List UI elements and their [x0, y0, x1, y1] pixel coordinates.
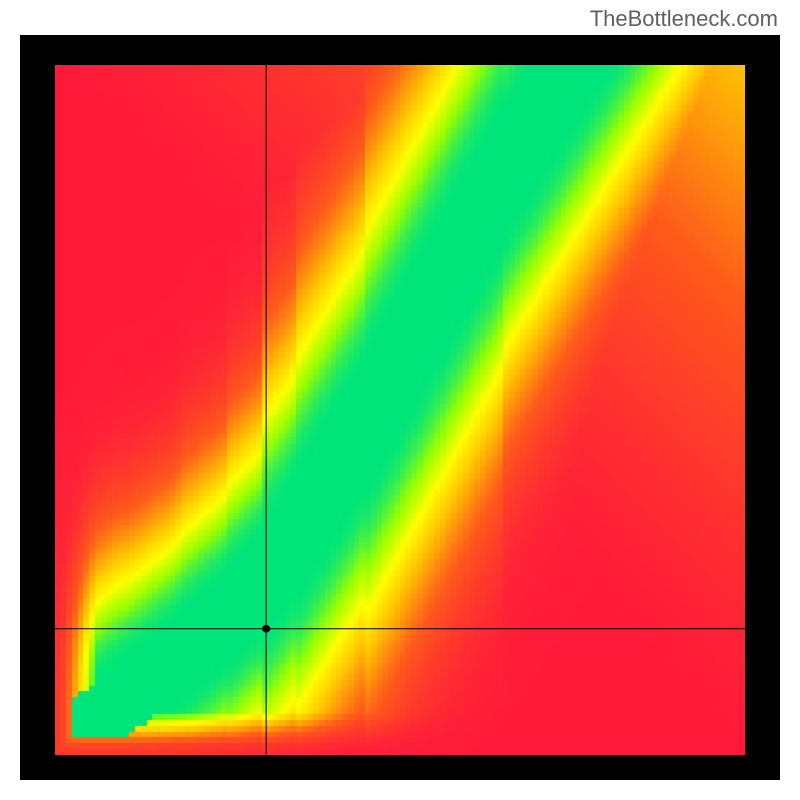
plot-frame: [20, 35, 780, 780]
heatmap-canvas: [55, 65, 745, 755]
watermark: TheBottleneck.com: [590, 6, 778, 32]
chart-container: TheBottleneck.com: [0, 0, 800, 800]
